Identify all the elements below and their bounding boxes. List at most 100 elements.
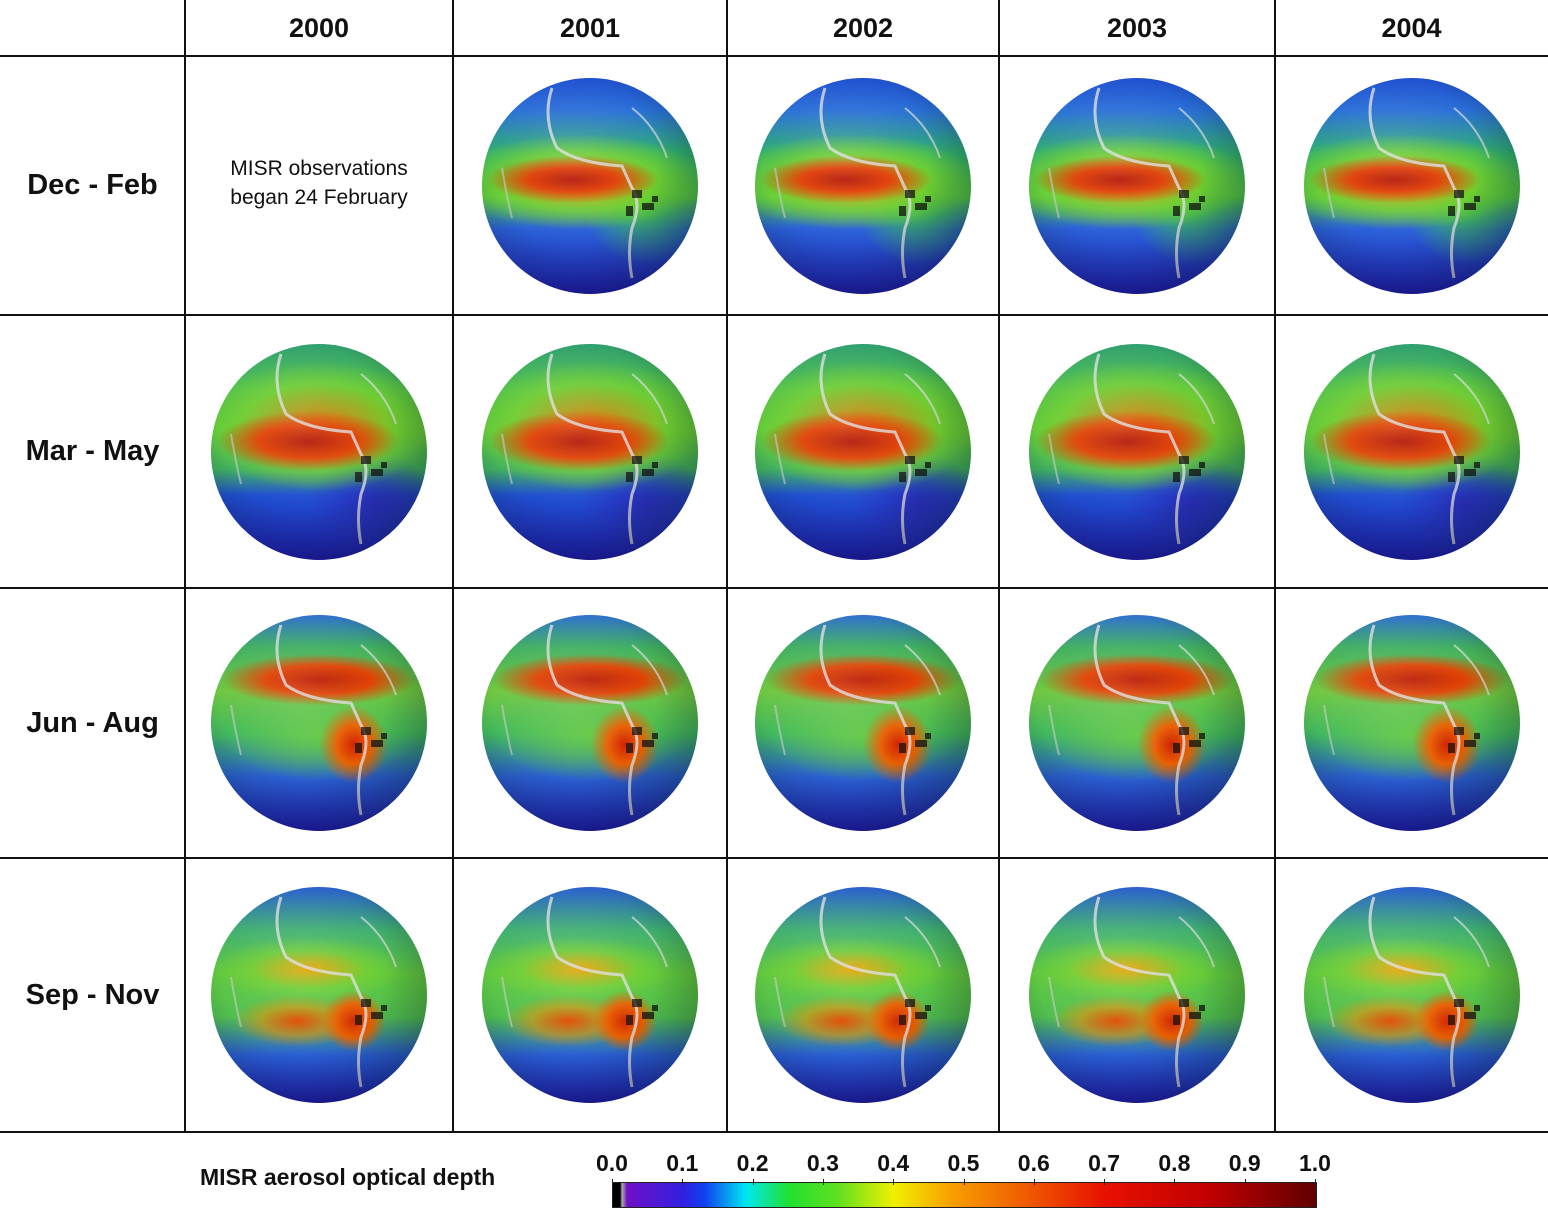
- map-cell: [999, 588, 1275, 858]
- colorbar-tick-mark: [963, 1179, 965, 1185]
- colorbar-tick-label: 0.7: [1088, 1150, 1121, 1176]
- colorbar-tick-mark: [1244, 1179, 1246, 1185]
- globe-map: [1303, 615, 1520, 831]
- map-cell: [453, 588, 727, 858]
- grid-line-horizontal: [0, 857, 1548, 859]
- map-cell: [999, 858, 1275, 1132]
- map-cell: [1275, 858, 1548, 1132]
- season-label: Sep - Nov: [25, 978, 160, 1011]
- note-line: MISR observations: [230, 156, 408, 180]
- colorbar-tick-mark: [893, 1179, 895, 1185]
- grid-line-vertical: [1274, 0, 1276, 1132]
- map-cell: [1275, 56, 1548, 315]
- map-cell: [453, 315, 727, 588]
- colorbar-tick-label: 0.9: [1228, 1150, 1261, 1176]
- colorbar-tick-label: 0.2: [736, 1150, 769, 1176]
- globe-map: [1303, 887, 1520, 1103]
- globe-shading: [1303, 887, 1520, 1103]
- globe-map: [755, 77, 971, 294]
- season-label: Jun - Aug: [26, 706, 159, 739]
- globe-map: [755, 887, 971, 1103]
- globe-shading: [1029, 615, 1245, 831]
- missing-data-note: MISR observations began 24 February: [185, 154, 453, 212]
- colorbar-tick-label: 0.0: [596, 1150, 628, 1176]
- map-cell: [1275, 315, 1548, 588]
- map-cell: [453, 56, 727, 315]
- map-cell: [185, 315, 453, 588]
- globe-map: [1303, 77, 1520, 294]
- year-header: 2003: [1106, 12, 1168, 43]
- globe-map: [482, 887, 698, 1103]
- colorbar-tick-label: 0.5: [947, 1150, 980, 1176]
- map-cell: [185, 588, 453, 858]
- year-header: 2001: [559, 12, 621, 43]
- globe-shading: [1303, 343, 1520, 560]
- globe-shading: [1303, 77, 1520, 294]
- colorbar: [612, 1182, 1317, 1208]
- globe-shading: [482, 77, 698, 294]
- colorbar-tick-mark: [752, 1179, 754, 1185]
- map-cell: [727, 56, 999, 315]
- season-label: Dec - Feb: [27, 169, 158, 201]
- globe-shading: [482, 615, 698, 831]
- colorbar-tick-label: 0.1: [666, 1150, 699, 1176]
- map-cell: [185, 858, 453, 1132]
- colorbar-tick-label: 0.8: [1158, 1150, 1191, 1176]
- colorbar-tick-label: 0.4: [877, 1150, 910, 1176]
- colorbar-label: MISR aerosol optical depth: [200, 1164, 496, 1190]
- globe-shading: [755, 343, 971, 560]
- map-cell: [999, 315, 1275, 588]
- globe-shading: [755, 887, 971, 1103]
- grid-line-vertical: [452, 0, 454, 1132]
- globe-shading: [211, 615, 427, 831]
- globe-shading: [755, 77, 971, 294]
- map-cell: [999, 56, 1275, 315]
- colorbar-tick-mark: [1033, 1179, 1035, 1185]
- colorbar-tick-mark: [612, 1179, 613, 1185]
- colorbar-tick-mark: [1104, 1179, 1106, 1185]
- year-header: 2000: [288, 12, 350, 43]
- globe-map: [1029, 77, 1245, 294]
- season-label: Mar - May: [25, 435, 160, 467]
- globe-map: [211, 887, 427, 1103]
- colorbar-tick-label: 0.3: [806, 1150, 839, 1176]
- colorbar-tick-mark: [682, 1179, 684, 1185]
- globe-map: [1029, 887, 1245, 1103]
- map-cell: [727, 858, 999, 1132]
- globe-shading: [1029, 77, 1245, 294]
- globe-shading: [482, 343, 698, 560]
- colorbar-tick-label: 0.6: [1017, 1150, 1050, 1176]
- globe-map: [211, 343, 427, 560]
- globe-map: [482, 615, 698, 831]
- grid-line-horizontal: [0, 314, 1548, 316]
- globe-shading: [1029, 887, 1245, 1103]
- globe-shading: [211, 887, 427, 1103]
- globe-map: [1303, 343, 1520, 560]
- grid-line-horizontal: [0, 587, 1548, 589]
- globe-shading: [755, 615, 971, 831]
- map-cell: [727, 315, 999, 588]
- grid-line-vertical: [184, 0, 186, 1132]
- year-header: 2002: [832, 12, 894, 43]
- colorbar-tick-mark: [1174, 1179, 1176, 1185]
- colorbar-tick-label: 1.0: [1299, 1150, 1331, 1176]
- grid-line-horizontal: [0, 1131, 1548, 1133]
- colorbar-tick-mark: [1315, 1179, 1316, 1185]
- globe-map: [482, 343, 698, 560]
- colorbar-tick-mark: [822, 1179, 824, 1185]
- globe-map: [1029, 615, 1245, 831]
- globe-shading: [211, 343, 427, 560]
- globe-shading: [1029, 343, 1245, 560]
- grid-line-horizontal: [0, 55, 1548, 57]
- map-cell: [727, 588, 999, 858]
- note-line: began 24 February: [230, 185, 408, 209]
- globe-map: [211, 615, 427, 831]
- globe-map: [1029, 343, 1245, 560]
- globe-shading: [1303, 615, 1520, 831]
- map-cell: [1275, 588, 1548, 858]
- grid-line-vertical: [726, 0, 728, 1132]
- map-cell: [453, 858, 727, 1132]
- globe-map: [482, 77, 698, 294]
- globe-shading: [482, 887, 698, 1103]
- globe-map: [755, 615, 971, 831]
